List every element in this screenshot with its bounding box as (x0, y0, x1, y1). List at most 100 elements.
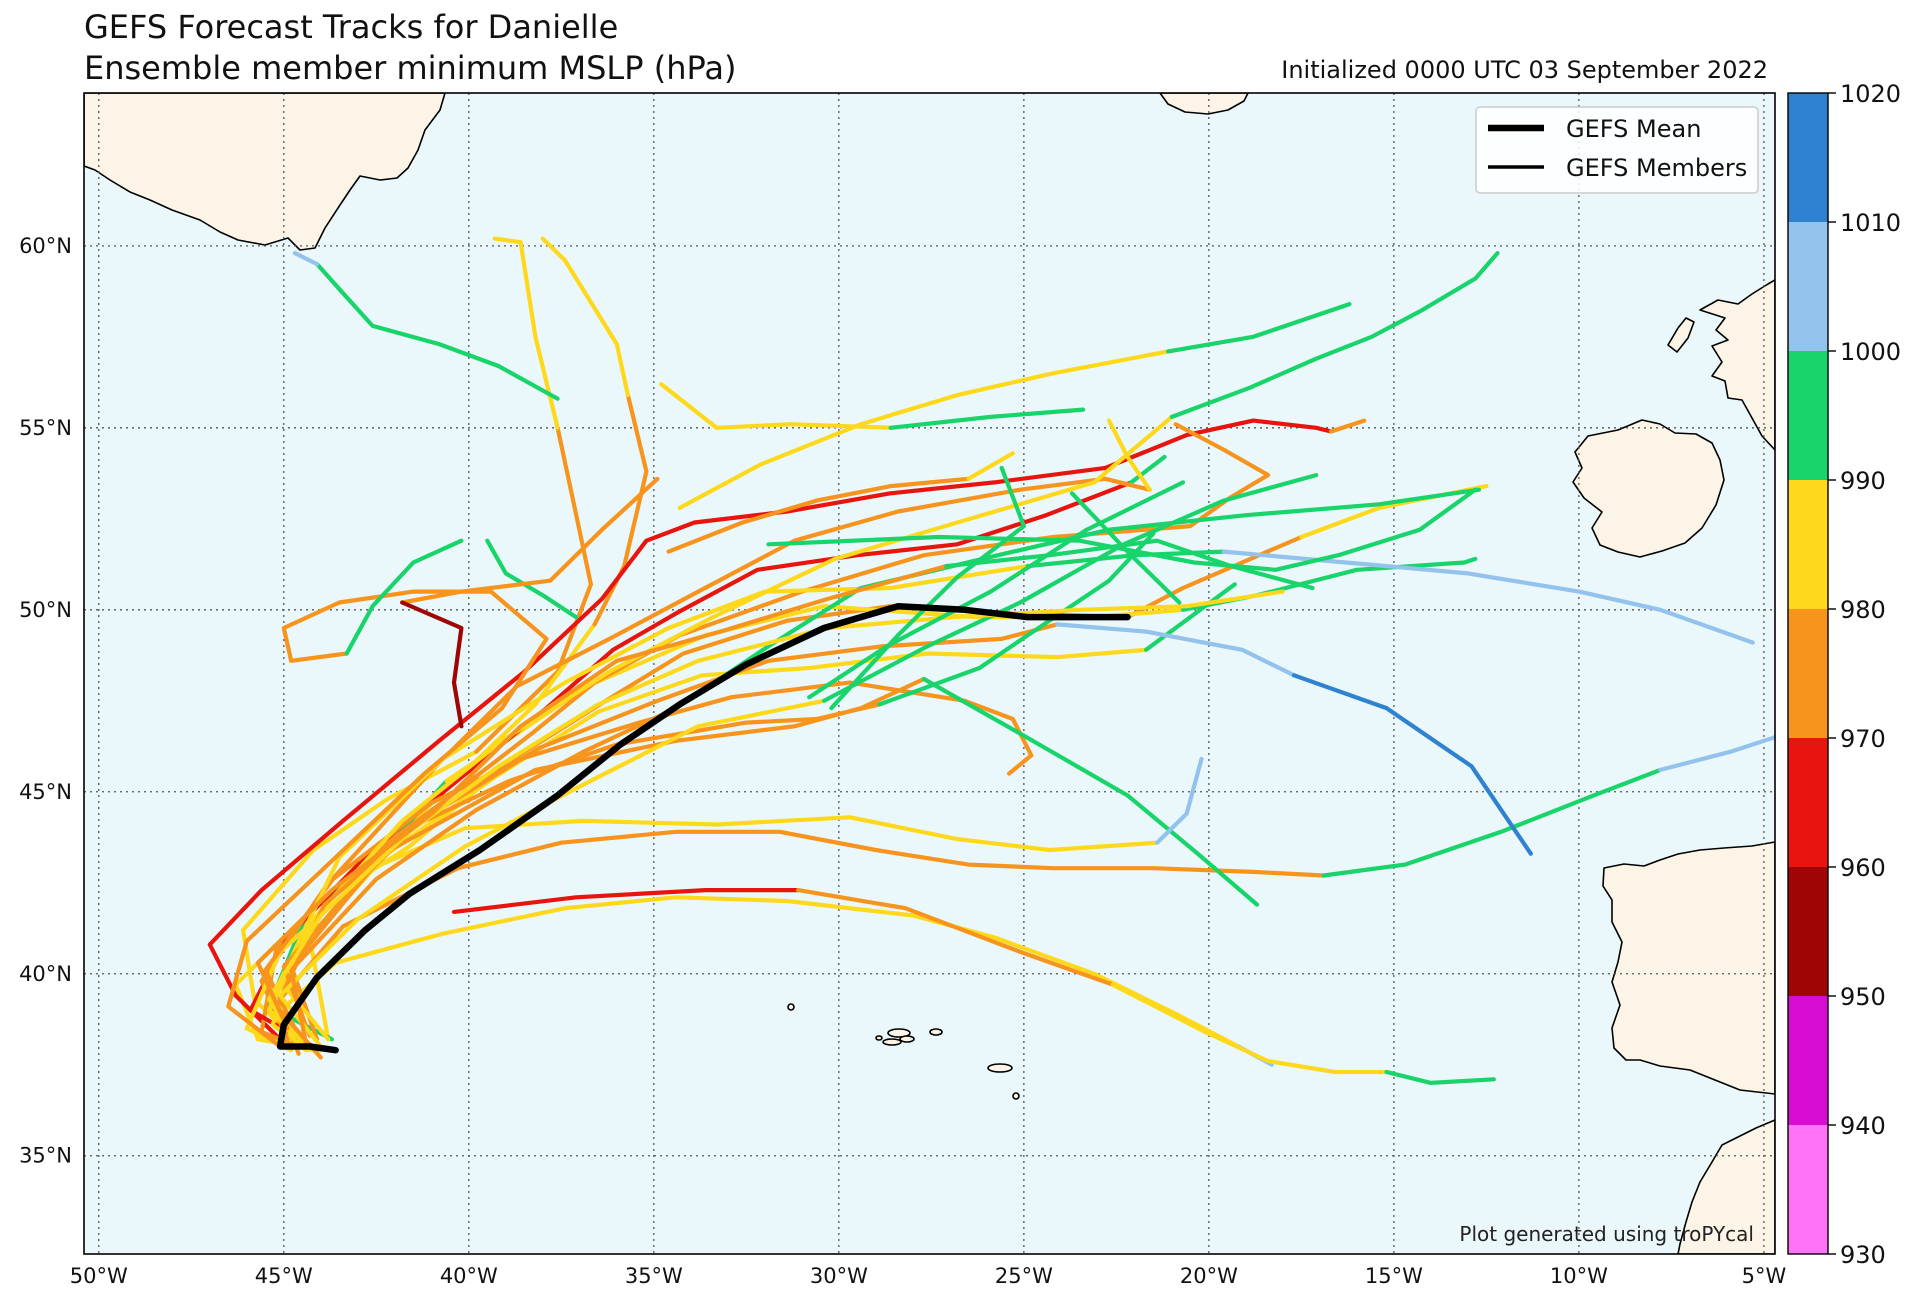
colorbar-bin (1788, 1125, 1828, 1255)
longitude-labels: 50°W 45°W 40°W 35°W 30°W 25°W 20°W 15°W 10°W 5°W (70, 1264, 1787, 1288)
member-track-segment (766, 487, 1478, 572)
member-track-segment (241, 749, 479, 1049)
legend-mean-label: GEFS Mean (1566, 115, 1701, 143)
mean-track (276, 602, 1131, 1054)
member-track-segment (278, 698, 827, 1049)
colorbar-tick-label: 980 (1840, 596, 1886, 624)
member-track-segment (666, 476, 971, 554)
member-track-segment (344, 538, 464, 656)
longitude-tick-label: 40°W (440, 1264, 498, 1288)
landmass-azores-sao-jorge (882, 1038, 902, 1046)
member-tracks (207, 236, 1775, 1085)
landmass-greenland (84, 93, 446, 251)
colorbar-bin (1788, 996, 1828, 1126)
member-track-segment (1321, 767, 1663, 878)
member-track-segment (1143, 582, 1237, 652)
longitude-tick-label: 10°W (1550, 1264, 1608, 1288)
member-track-segment (944, 538, 1315, 591)
member-track-segment (1221, 549, 1755, 645)
member-track-segment (492, 236, 560, 430)
longitude-tick-label: 20°W (1180, 1264, 1238, 1288)
latitude-tick-label: 35°N (19, 1144, 72, 1168)
member-track-segment (540, 236, 630, 398)
colorbar-tick-label: 970 (1840, 725, 1886, 753)
member-track-segment (1328, 418, 1367, 434)
longitude-tick-label: 25°W (995, 1264, 1053, 1288)
latitude-labels: 60°N 55°N 50°N 45°N 40°N 35°N (19, 234, 72, 1168)
latitude-tick-label: 50°N (19, 598, 72, 622)
latitude-tick-label: 45°N (19, 780, 72, 804)
member-track-segment (1384, 1069, 1496, 1085)
graticule (84, 93, 1775, 1254)
member-track-segment (400, 476, 660, 605)
member-track-segment (278, 829, 1326, 1056)
member-track-segment (266, 589, 1285, 1049)
member-track-segment (307, 622, 597, 1042)
credit-text: Plot generated using troPYcal (1459, 1222, 1754, 1246)
member-track-segment (592, 393, 649, 627)
map-title: GEFS Forecast Tracks for Danielle (84, 8, 619, 46)
longitude-tick-label: 45°W (255, 1264, 313, 1288)
member-track-segment (1155, 756, 1204, 845)
member-track-segment (877, 531, 1156, 707)
member-track-segment (255, 564, 949, 1031)
landmass-azores-sao-miguel (987, 1063, 1013, 1073)
landmass-azores-graciosa (875, 1035, 883, 1041)
colorbar-bin (1788, 351, 1828, 481)
member-track-segment (315, 262, 560, 401)
colorbar-bin (1788, 222, 1828, 352)
landmass-outer-hebrides (1667, 317, 1695, 353)
landmass-azores-santa-maria (1012, 1092, 1020, 1100)
longitude-tick-label: 50°W (70, 1264, 128, 1288)
member-track-segment (673, 487, 1482, 711)
colorbar-tick-label: 950 (1840, 983, 1886, 1011)
member-track-segment (289, 706, 679, 1045)
member-track-segment (226, 589, 549, 1049)
landmass-azores-faial (929, 1028, 943, 1036)
colorbar-tick-label: 1010 (1840, 209, 1901, 237)
member-track-segment (1166, 302, 1352, 354)
landmass-ireland (1572, 419, 1725, 558)
member-track-segment (1291, 673, 1533, 856)
initialization-time: Initialized 0000 UTC 03 September 2022 (1281, 56, 1768, 84)
member-track-segment (1055, 622, 1297, 678)
member-track-segment (921, 676, 1260, 907)
colorbar-tick-label: 930 (1840, 1241, 1886, 1269)
member-track-segment (807, 480, 1186, 700)
member-track-segment (796, 888, 1115, 987)
member-track-segment (1129, 454, 1167, 485)
longitude-tick-label: 35°W (625, 1264, 683, 1288)
colorbar-bin (1788, 609, 1828, 739)
legend-box (1475, 106, 1759, 194)
landmass-azores-terceira (887, 1028, 911, 1038)
landmass-azores-pico (899, 1035, 915, 1043)
colorbar-tick-label: 990 (1840, 467, 1886, 495)
member-track-segment (400, 600, 464, 729)
member-track-segment (292, 251, 320, 267)
member-track-segment (1658, 735, 1775, 772)
legend: GEFS Mean GEFS Members (1475, 106, 1759, 194)
landmass-iberia (1602, 841, 1775, 1095)
colorbar-bin (1788, 867, 1828, 997)
longitude-tick-label: 15°W (1365, 1264, 1423, 1288)
member-track-segment (451, 888, 801, 914)
member-track-segment (1069, 491, 1182, 605)
member-track-segment (888, 407, 1086, 430)
member-track-segment (821, 473, 1319, 703)
member-track-segment (1169, 251, 1500, 419)
latitude-tick-label: 40°N (19, 962, 72, 986)
longitude-tick-label: 30°W (810, 1264, 868, 1288)
member-track-segment (829, 465, 1026, 711)
ocean-background (84, 93, 1775, 1254)
member-track-segment (278, 564, 1030, 1042)
landmass-iceland (1159, 93, 1249, 115)
colorbar-tick-label: 1000 (1840, 338, 1901, 366)
longitude-tick-label: 5°W (1742, 1264, 1787, 1288)
landmass-north-africa (1677, 1119, 1775, 1254)
member-track-segment (966, 451, 1015, 481)
map-subtitle: Ensemble member minimum MSLP (hPa) (84, 49, 737, 87)
colorbar-tick-label: 960 (1840, 854, 1886, 882)
member-track-segment (474, 425, 593, 754)
land-masses (84, 93, 1775, 1254)
